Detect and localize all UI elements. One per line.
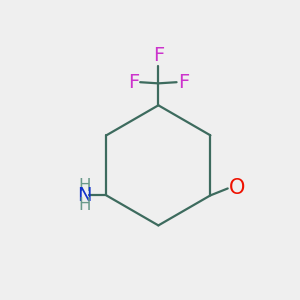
Text: N: N [78, 186, 92, 205]
Text: F: F [153, 46, 164, 65]
Text: H: H [79, 196, 91, 214]
Text: F: F [178, 73, 189, 92]
Text: F: F [128, 73, 139, 92]
Text: H: H [79, 177, 91, 195]
Text: O: O [229, 178, 245, 199]
